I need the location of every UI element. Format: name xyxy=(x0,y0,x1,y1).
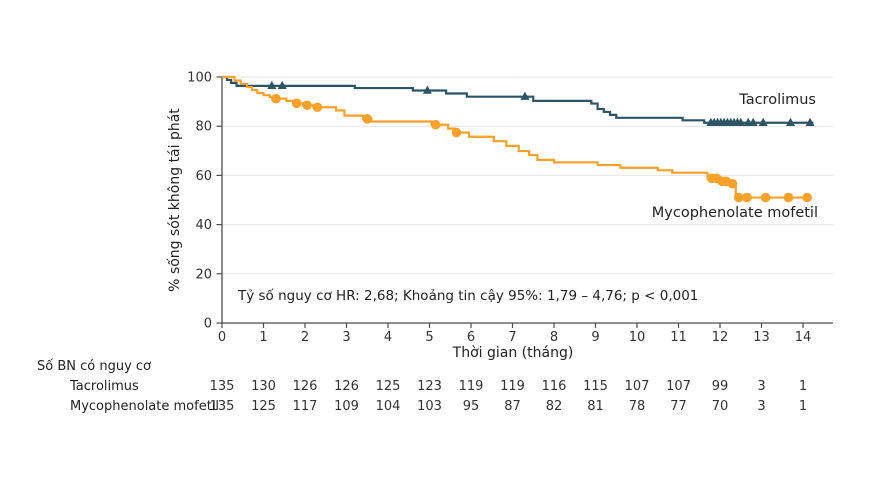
y-tick-label-20: 20 xyxy=(195,267,212,282)
y-tick-label-60: 60 xyxy=(195,169,212,184)
x-tick-label-3: 3 xyxy=(342,330,350,345)
censor-circle-6 xyxy=(451,127,462,138)
censor-circle-14 xyxy=(760,192,771,203)
risk-value-row1-m4: 104 xyxy=(376,399,401,414)
censor-circle-5 xyxy=(430,119,441,130)
censor-circle-12 xyxy=(733,192,744,203)
y-axis-title: % sống sót không tái phát xyxy=(166,108,183,292)
x-tick-label-1: 1 xyxy=(259,330,267,345)
x-tick-label-12: 12 xyxy=(712,330,729,345)
risk-value-row1-m10: 78 xyxy=(629,399,646,414)
risk-value-row1-m11: 77 xyxy=(670,399,687,414)
curve-label-mycophenolate: Mycophenolate mofetil xyxy=(652,205,818,221)
censor-triangle-16 xyxy=(758,117,768,126)
censor-circle-13 xyxy=(742,192,752,203)
x-tick-label-11: 11 xyxy=(670,330,687,345)
gridlines xyxy=(222,76,833,275)
risk-value-row1-m6: 95 xyxy=(463,399,480,414)
risk-value-row1-m9: 81 xyxy=(587,399,604,414)
risk-row-label-tacrolimus: Tacrolimus xyxy=(69,379,139,394)
risk-value-row1-m5: 103 xyxy=(417,399,442,414)
curve-label-tacrolimus: Tacrolimus xyxy=(738,92,816,108)
x-tick-label-13: 13 xyxy=(753,330,770,345)
censor-triangle-13 xyxy=(736,117,746,126)
risk-value-row0-m2: 126 xyxy=(293,379,318,394)
x-tick-label-7: 7 xyxy=(508,330,516,345)
hr-annotation: Tỷ số nguy cơ HR: 2,68; Khoảng tin cậy 9… xyxy=(237,287,698,304)
risk-value-row1-m8: 82 xyxy=(546,399,563,414)
y-tick-label-80: 80 xyxy=(195,120,212,135)
censor-triangle-2 xyxy=(422,85,432,94)
x-tick-label-9: 9 xyxy=(591,330,599,345)
risk-value-row0-m5: 123 xyxy=(417,379,442,394)
risk-value-row1-m12: 70 xyxy=(712,399,729,414)
x-tick-label-10: 10 xyxy=(629,330,646,345)
risk-value-row0-m4: 125 xyxy=(376,379,401,394)
x-axis-title: Thời gian (tháng) xyxy=(452,345,574,361)
risk-value-row1-m0: 135 xyxy=(210,399,235,414)
risk-value-row1-m14: 1 xyxy=(799,399,807,414)
risk-table-values: 135 130 126 126 125 123 119 119 116 115 107 107 99 3 1… xyxy=(210,379,808,414)
risk-value-row1-m13: 3 xyxy=(757,399,765,414)
risk-value-row0-m10: 107 xyxy=(625,379,650,394)
risk-value-row0-m12: 99 xyxy=(712,379,729,394)
x-tick-label-14: 14 xyxy=(795,330,812,345)
censor-triangle-17 xyxy=(786,117,796,126)
y-tick-label-100: 100 xyxy=(187,71,212,86)
x-tick-label-0: 0 xyxy=(218,330,226,345)
survival-curve-tacrolimus xyxy=(222,75,814,124)
risk-value-row0-m14: 1 xyxy=(799,379,807,394)
survival-curves xyxy=(222,75,815,203)
censor-circle-0 xyxy=(271,93,281,104)
censor-triangle-1 xyxy=(277,80,287,90)
risk-value-row0-m0: 135 xyxy=(210,379,235,394)
risk-table-header: Số BN có nguy cơ xyxy=(37,359,151,374)
risk-value-row1-m1: 125 xyxy=(251,399,276,414)
censor-triangle-15 xyxy=(748,117,758,126)
censor-triangle-3 xyxy=(520,91,530,100)
censor-circle-15 xyxy=(783,192,794,203)
x-tick-label-8: 8 xyxy=(550,330,558,345)
risk-value-row0-m1: 130 xyxy=(251,379,276,394)
y-tick-label-40: 40 xyxy=(195,218,212,233)
risk-value-row0-m3: 126 xyxy=(334,379,359,394)
risk-value-row0-m9: 115 xyxy=(583,379,608,394)
censor-circle-3 xyxy=(312,102,323,113)
x-tick-label-5: 5 xyxy=(425,330,433,345)
risk-value-row1-m2: 117 xyxy=(293,399,318,414)
risk-value-row0-m6: 119 xyxy=(459,379,484,394)
risk-value-row0-m8: 116 xyxy=(542,379,567,394)
censor-triangle-0 xyxy=(267,80,277,90)
censor-circle-16 xyxy=(802,192,812,203)
censor-circle-1 xyxy=(291,98,302,109)
x-tick-label-4: 4 xyxy=(384,330,392,345)
risk-value-row1-m3: 109 xyxy=(334,399,359,414)
censor-circle-11 xyxy=(727,178,738,189)
x-tick-label-6: 6 xyxy=(467,330,475,345)
censor-circle-4 xyxy=(362,114,373,124)
risk-value-row1-m7: 87 xyxy=(504,399,521,414)
censor-circle-2 xyxy=(302,100,312,111)
axes xyxy=(216,76,833,328)
risk-value-row0-m11: 107 xyxy=(666,379,691,394)
censor-triangle-18 xyxy=(805,117,815,126)
risk-value-row0-m7: 119 xyxy=(500,379,525,394)
risk-row-label-mycophenolate: Mycophenolate mofetil xyxy=(70,399,219,414)
risk-value-row0-m13: 3 xyxy=(757,379,765,394)
y-tick-label-0: 0 xyxy=(204,317,212,332)
x-tick-label-2: 2 xyxy=(301,330,309,345)
